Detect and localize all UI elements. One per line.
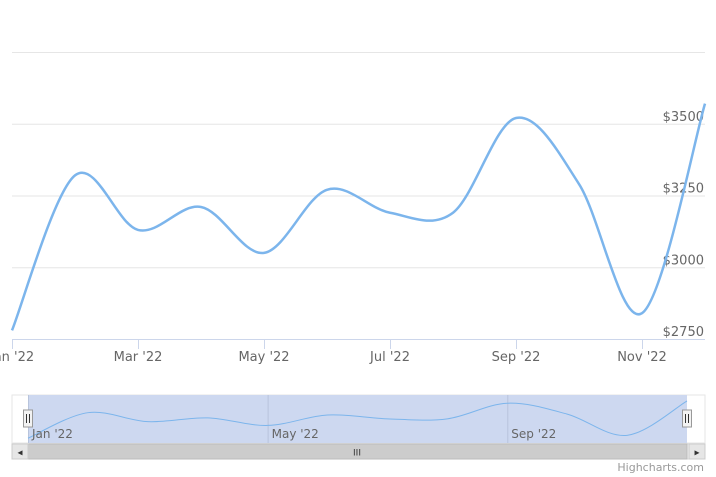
navigator-label: May '22 (272, 427, 319, 441)
scrollbar[interactable]: III ◂ ▸ (11, 443, 706, 460)
scroll-right-button[interactable] (688, 443, 706, 460)
data-points (9, 101, 708, 334)
credits-link[interactable]: Highcharts.com (617, 461, 704, 474)
x-axis-labels: Jan '22 Mar '22 May '22 Jul '22 Sep '22 Nov '… (0, 350, 667, 365)
x-tick-label: Jul '22 (369, 350, 410, 365)
x-tick-label: Nov '22 (617, 350, 667, 365)
navigator-series-line (27, 400, 688, 439)
scrollbar-grip-icon: III (353, 449, 361, 459)
right-arrow-icon: ▸ (694, 448, 699, 459)
x-tick-label: Jan '22 (0, 350, 34, 365)
x-tick-label: Sep '22 (492, 350, 541, 365)
x-axis-ticks (12, 339, 643, 349)
y-tick-label: $3000 (663, 253, 704, 268)
navigator-selected-range[interactable] (28, 395, 687, 443)
navigator-left-handle[interactable] (23, 409, 33, 428)
navigator-label: Sep '22 (511, 427, 556, 441)
x-tick-label: May '22 (238, 350, 289, 365)
left-arrow-icon: ◂ (17, 448, 22, 459)
navigator-right-handle[interactable] (682, 409, 692, 428)
x-tick-label: Mar '22 (114, 350, 163, 365)
y-tick-label: $3500 (663, 110, 704, 125)
navigator-labels: Jan '22 May '22 Sep '22 (31, 427, 556, 441)
y-axis-labels: $2750$3000$3250$3500 (663, 110, 704, 340)
navigator-label: Jan '22 (31, 427, 73, 441)
series-line (10, 103, 707, 331)
y-tick-label: $2750 (663, 325, 704, 340)
navigator[interactable]: Jan '22 May '22 Sep '22 (11, 394, 706, 444)
scroll-left-button[interactable] (11, 443, 29, 460)
